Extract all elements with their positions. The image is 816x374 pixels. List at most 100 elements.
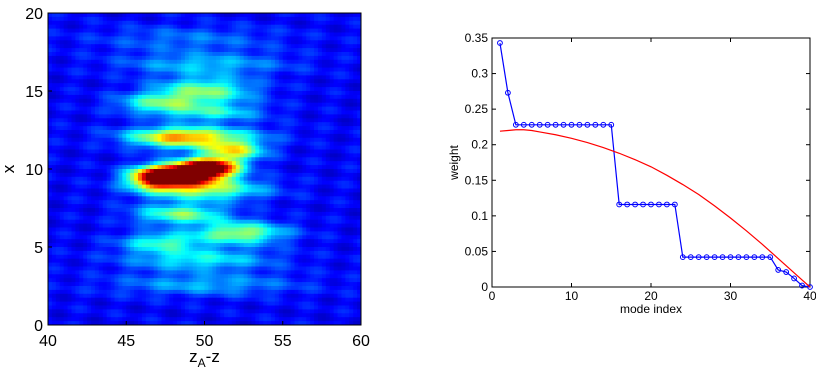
heatmap-cell bbox=[294, 79, 299, 84]
heatmap-cell bbox=[55, 200, 61, 205]
heatmap-cell bbox=[286, 59, 292, 65]
heatmap-cell bbox=[329, 87, 335, 92]
heatmap-cell bbox=[122, 204, 127, 209]
heatmap-cell bbox=[267, 184, 272, 189]
heatmap-cell bbox=[145, 28, 151, 33]
heatmap-cell bbox=[173, 114, 178, 119]
heatmap-cell bbox=[317, 141, 323, 147]
heatmap-cell bbox=[353, 239, 358, 244]
heatmap-cell bbox=[169, 55, 174, 61]
heatmap-cell bbox=[94, 16, 100, 22]
heatmap-cell bbox=[314, 215, 319, 221]
heatmap-cell bbox=[282, 79, 288, 84]
heatmap-cell bbox=[321, 180, 327, 186]
heatmap-cell bbox=[75, 227, 80, 232]
heatmap-cell bbox=[325, 145, 331, 150]
heatmap-cell bbox=[83, 243, 88, 248]
heatmap-cell bbox=[192, 20, 198, 26]
heatmap-cell bbox=[317, 98, 323, 104]
heatmap-cell bbox=[98, 94, 104, 100]
heatmap-cell bbox=[208, 130, 213, 135]
heatmap-cell bbox=[259, 250, 264, 256]
heatmap-cell bbox=[106, 149, 112, 154]
heatmap-cell bbox=[274, 250, 280, 256]
heatmap-cell bbox=[231, 106, 237, 111]
heatmap-cell bbox=[173, 137, 178, 143]
heatmap-cell bbox=[145, 55, 151, 61]
heatmap-cell bbox=[357, 40, 362, 45]
heatmap-cell bbox=[200, 83, 205, 88]
heatmap-cell bbox=[188, 63, 194, 69]
heatmap-cell bbox=[94, 153, 100, 158]
heatmap-cell bbox=[259, 172, 264, 178]
heatmap-cell bbox=[126, 153, 131, 158]
heatmap-cell bbox=[274, 118, 280, 123]
heatmap-cell bbox=[286, 20, 292, 26]
heatmap-cell bbox=[263, 200, 268, 205]
heatmap-cell bbox=[173, 196, 178, 201]
heatmap-cell bbox=[314, 130, 319, 135]
heatmap-cell bbox=[325, 204, 331, 209]
heatmap-cell bbox=[204, 83, 209, 88]
heatmap-cell bbox=[310, 250, 315, 256]
heatmap-cell bbox=[165, 204, 170, 209]
heatmap-cell bbox=[126, 102, 131, 108]
heatmap-cell bbox=[177, 239, 182, 244]
heatmap-cell bbox=[137, 196, 143, 201]
heatmap-cell bbox=[251, 79, 256, 84]
heatmap-cell bbox=[208, 67, 213, 72]
heatmap-cell bbox=[227, 219, 233, 225]
heatmap-cell bbox=[337, 223, 342, 228]
heatmap-cell bbox=[251, 32, 256, 37]
heatmap-cell bbox=[130, 122, 135, 127]
heatmap-cell bbox=[188, 87, 194, 92]
heatmap-cell bbox=[165, 114, 170, 119]
heatmap-cell bbox=[204, 223, 209, 228]
heatmap-cell bbox=[48, 36, 53, 41]
heatmap-cell bbox=[321, 63, 327, 69]
heatmap-cell bbox=[274, 122, 280, 127]
heatmap-cell bbox=[55, 87, 61, 92]
heatmap-cell bbox=[91, 118, 96, 123]
heatmap-cell bbox=[345, 83, 350, 88]
heatmap-cell bbox=[114, 20, 119, 26]
heatmap-cell bbox=[333, 204, 339, 209]
heatmap-cell bbox=[337, 169, 342, 174]
heatmap-cell bbox=[188, 165, 194, 170]
heatmap-cell bbox=[110, 24, 116, 30]
heatmap-cell bbox=[126, 184, 131, 189]
heatmap-cell bbox=[114, 52, 119, 57]
heatmap-cell bbox=[188, 71, 194, 76]
heatmap-cell bbox=[98, 36, 104, 41]
heatmap-cell bbox=[67, 165, 72, 170]
heatmap-cell bbox=[181, 200, 186, 205]
heatmap-cell bbox=[286, 243, 292, 248]
heatmap-cell bbox=[67, 67, 72, 72]
heatmap-cell bbox=[357, 130, 362, 135]
heatmap-cell bbox=[173, 180, 178, 186]
heatmap-cell bbox=[192, 91, 198, 96]
heatmap-cell bbox=[48, 110, 53, 115]
heatmap-cell bbox=[298, 126, 303, 131]
heatmap-cell bbox=[290, 126, 295, 131]
heatmap-cell bbox=[231, 110, 237, 115]
heatmap-cell bbox=[212, 231, 217, 236]
heatmap-cell bbox=[91, 52, 96, 57]
heatmap-cell bbox=[169, 24, 174, 30]
heatmap-cell bbox=[231, 79, 237, 84]
heatmap-cell bbox=[212, 98, 217, 104]
heatmap-cell bbox=[184, 75, 190, 80]
heatmap-cell bbox=[55, 55, 61, 61]
heatmap-cell bbox=[224, 145, 229, 150]
heatmap-cell bbox=[349, 59, 354, 65]
heatmap-cell bbox=[157, 200, 162, 205]
heatmap-cell bbox=[48, 239, 53, 244]
heatmap-cell bbox=[274, 235, 280, 240]
heatmap-cell bbox=[98, 114, 104, 119]
heatmap-cell bbox=[271, 114, 276, 119]
heatmap-cell bbox=[208, 192, 213, 197]
heatmap-cell bbox=[247, 98, 252, 104]
heatmap-cell bbox=[263, 13, 268, 18]
heatmap-cell bbox=[75, 36, 80, 41]
heatmap-cell bbox=[321, 239, 327, 244]
